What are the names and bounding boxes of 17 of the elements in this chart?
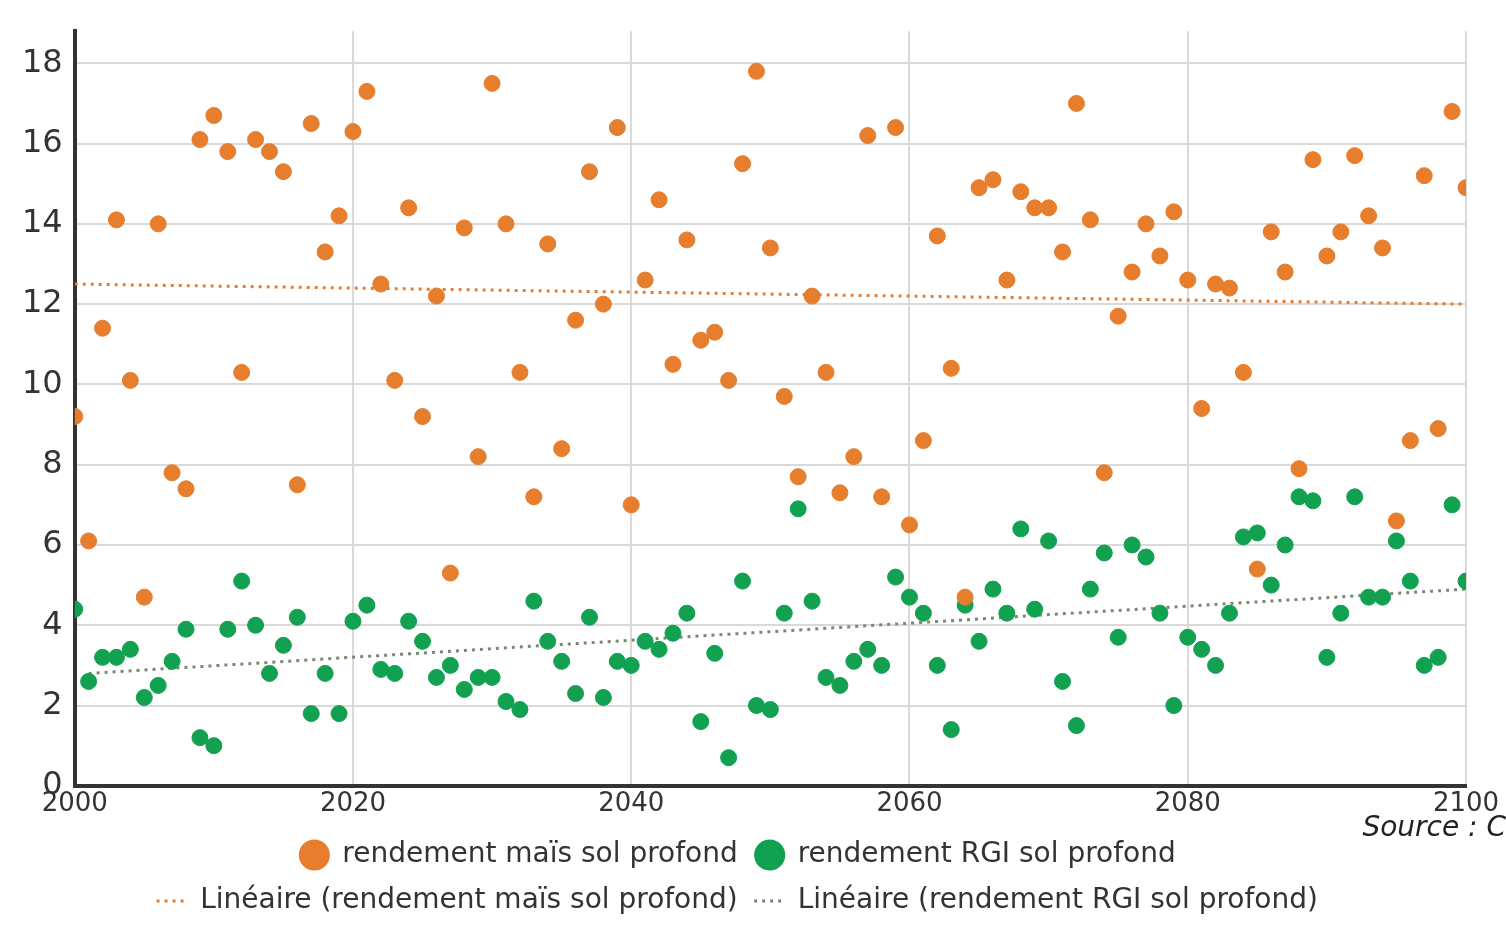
x-tick-label: 2020 <box>319 787 387 818</box>
y-tick-label: 12 <box>22 282 63 321</box>
x-tick-label: 2060 <box>876 787 943 818</box>
y-tick-label: 18 <box>22 41 63 80</box>
y-tick-label: 14 <box>22 202 63 241</box>
legend-label: Linéaire (rendement RGI sol profond) <box>797 882 1318 916</box>
y-tick-label: 2 <box>42 683 63 722</box>
y-tick-label: 10 <box>22 362 63 401</box>
legend-label: rendement RGI sol profond <box>797 836 1176 870</box>
x-tick-label: 2080 <box>1154 787 1221 818</box>
legend-label: rendement maïs sol profond <box>342 836 738 870</box>
y-tick-label: 16 <box>22 121 63 160</box>
y-tick-label: 8 <box>42 443 63 482</box>
y-tick-label: 6 <box>42 523 63 562</box>
y-tick-label: 4 <box>42 603 63 642</box>
legend-label: Linéaire (rendement maïs sol profond) <box>200 882 738 916</box>
x-tick-label: 2040 <box>598 787 665 818</box>
